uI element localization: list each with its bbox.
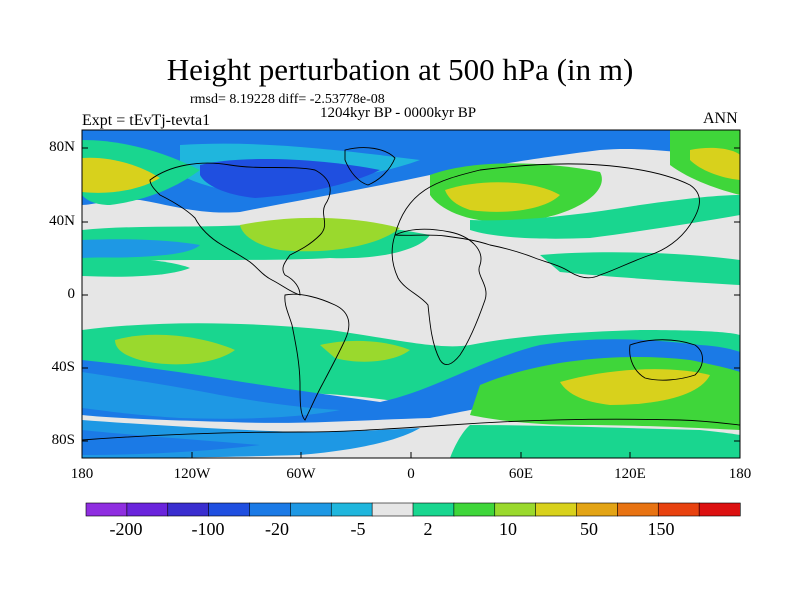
- colorbar-label-neg5: -5: [350, 519, 366, 539]
- coast-south-america: [284, 293, 350, 421]
- colorbar-swatch: [85, 502, 128, 517]
- contour-field: [82, 130, 740, 458]
- colorbar-swatch: [657, 502, 700, 517]
- axis-ticks: [81, 147, 741, 458]
- colorbar-swatch: [167, 502, 210, 517]
- colorbar-swatch: [535, 502, 578, 517]
- stats-line: rmsd= 8.19228 diff= -2.53778e-08: [190, 92, 385, 107]
- colorbar-swatch: [330, 502, 373, 517]
- field-north-deep: [200, 158, 380, 198]
- coast-africa: [391, 228, 487, 366]
- field-tropic-teal-2: [540, 252, 740, 285]
- colorbar-label-neg20: -20: [265, 519, 289, 539]
- field-nw-olive: [82, 157, 160, 193]
- coast-greenland: [344, 147, 396, 186]
- field-asia-teal: [470, 195, 740, 239]
- coast-antarctica: [82, 418, 740, 441]
- coastlines: [82, 147, 740, 441]
- colorbar-swatch: [494, 502, 537, 517]
- experiment-label: Expt = tEvTj-tevta1: [82, 112, 211, 129]
- colorbar-label-2: 2: [423, 519, 433, 539]
- colorbar-swatch: [698, 502, 741, 517]
- field-sh-green: [115, 334, 235, 365]
- coast-eurasia: [394, 163, 700, 279]
- colorbar-swatch: [126, 502, 169, 517]
- colorbar: [85, 502, 741, 517]
- lon-label-60w: 60W: [286, 466, 316, 482]
- season-label: ANN: [703, 110, 738, 127]
- lat-label-80n: 80N: [49, 139, 75, 155]
- field-sp-teal: [450, 425, 740, 458]
- field-so-lightblue: [82, 372, 340, 419]
- colorbar-label-50: 50: [580, 519, 598, 539]
- field-tropic-teal: [82, 257, 190, 277]
- lon-label-180e: 180: [728, 466, 752, 482]
- colorbar-label-neg100: -100: [191, 519, 225, 539]
- colorbar-swatch: [453, 502, 496, 517]
- coast-australia: [629, 339, 703, 381]
- colorbar-swatch: [208, 502, 251, 517]
- period-label: 1204kyr BP - 0000kyr BP: [320, 105, 477, 121]
- colorbar-swatch: [412, 502, 455, 517]
- lat-label-40s: 40S: [51, 359, 75, 375]
- coast-north-america: [149, 162, 331, 296]
- lon-label-60e: 60E: [508, 466, 534, 482]
- colorbar-swatch: [371, 502, 414, 517]
- colorbar-label-10: 10: [499, 519, 517, 539]
- colorbar-swatch: [290, 502, 332, 517]
- colorbar-label-150: 150: [647, 519, 675, 539]
- colorbar-label-neg200: -200: [109, 519, 143, 539]
- lat-label-80s: 80S: [51, 432, 75, 448]
- lat-label-eq: 0: [67, 286, 76, 302]
- lat-label-40n: 40N: [49, 213, 75, 229]
- field-sp-blue-2: [82, 430, 260, 455]
- colorbar-swatch: [617, 502, 659, 517]
- field-se-olive: [560, 369, 710, 405]
- field-asia-olive: [445, 182, 560, 212]
- lon-label-120e: 120E: [614, 466, 646, 482]
- lon-label-0: 0: [407, 466, 415, 482]
- colorbar-swatch: [576, 502, 618, 517]
- lon-label-180w: 180: [70, 466, 94, 482]
- field-atl-blue: [82, 239, 200, 258]
- plot-title: Height perturbation at 500 hPa (in m): [166, 52, 634, 87]
- colorbar-swatch: [249, 502, 291, 517]
- field-ne-olive: [690, 147, 740, 180]
- lon-label-120w: 120W: [173, 466, 211, 482]
